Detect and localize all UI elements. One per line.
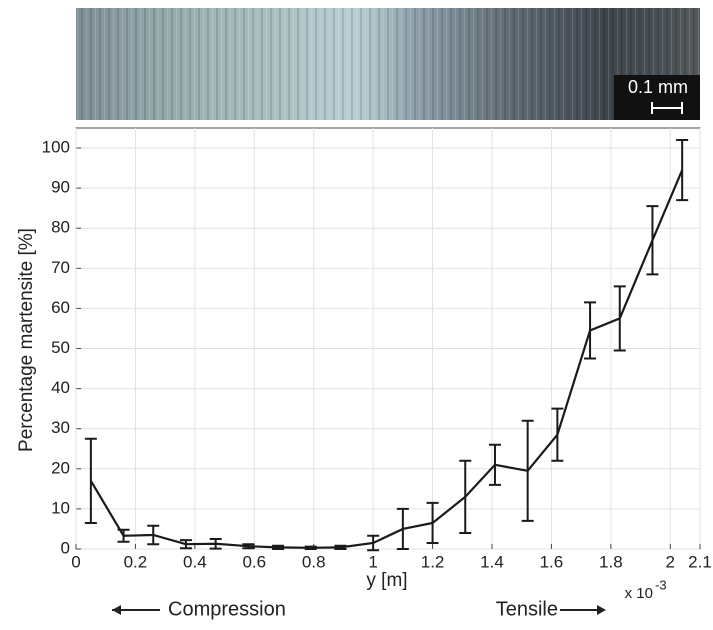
x-tick-label: 0 — [71, 552, 80, 571]
x-tick-label: 1.2 — [421, 552, 445, 571]
x-tick-label: 2 — [666, 552, 675, 571]
x-axis-label: y [m] — [366, 570, 407, 591]
error-bar — [676, 139, 689, 202]
error-bar — [304, 545, 317, 550]
y-tick-label: 80 — [51, 218, 70, 237]
error-bar — [117, 528, 130, 543]
micrograph: 0.1 mm — [76, 8, 700, 120]
x-tick-label: 0.2 — [124, 552, 148, 571]
x-multiplier: x 10 — [625, 585, 653, 602]
x-tick-label: 0.4 — [183, 552, 207, 571]
compression-annotation: Compression — [112, 598, 286, 620]
error-bar — [488, 443, 501, 486]
error-bar — [459, 459, 472, 534]
data-line — [89, 169, 684, 549]
error-bar — [147, 524, 160, 546]
y-tick-label: 100 — [42, 138, 70, 157]
x-tick-label: 0.8 — [302, 552, 326, 571]
tensile-annotation: Tensile — [496, 598, 606, 620]
y-axis-label: Percentage martensite [%] — [16, 228, 37, 452]
compression-label: Compression — [168, 598, 286, 620]
error-bar — [396, 507, 409, 550]
x-tick-label: 2.1 — [688, 552, 712, 571]
y-tick-label: 90 — [51, 178, 70, 197]
error-bar — [272, 544, 285, 550]
x-tick-label: 1 — [368, 552, 377, 571]
error-bar — [521, 419, 534, 522]
error-bar — [84, 437, 97, 524]
error-bar — [646, 205, 659, 276]
y-tick-label: 60 — [51, 298, 70, 317]
scale-bar-label: 0.1 mm — [628, 77, 688, 97]
x-exponent: -3 — [655, 577, 667, 592]
plot-frame — [75, 127, 701, 550]
error-bar — [242, 543, 255, 550]
error-bar — [209, 537, 222, 550]
error-bar — [613, 285, 626, 352]
error-bar — [426, 501, 439, 544]
x-tick-label: 1.8 — [599, 552, 623, 571]
y-tick-label: 40 — [51, 378, 70, 397]
y-tick-label: 0 — [61, 538, 70, 557]
error-bar — [179, 539, 192, 550]
error-bar — [584, 301, 597, 360]
tensile-label: Tensile — [496, 598, 558, 620]
y-tick-label: 70 — [51, 258, 70, 277]
y-tick-label: 10 — [51, 498, 70, 517]
y-tick-label: 30 — [51, 418, 70, 437]
x-tick-label: 1.6 — [540, 552, 564, 571]
error-bar — [551, 407, 564, 462]
error-bar — [367, 534, 380, 552]
error-bar — [334, 544, 347, 550]
x-tick-label: 0.6 — [242, 552, 266, 571]
y-tick-label: 50 — [51, 338, 70, 357]
y-tick-label: 20 — [51, 458, 70, 477]
x-tick-label: 1.4 — [480, 552, 504, 571]
